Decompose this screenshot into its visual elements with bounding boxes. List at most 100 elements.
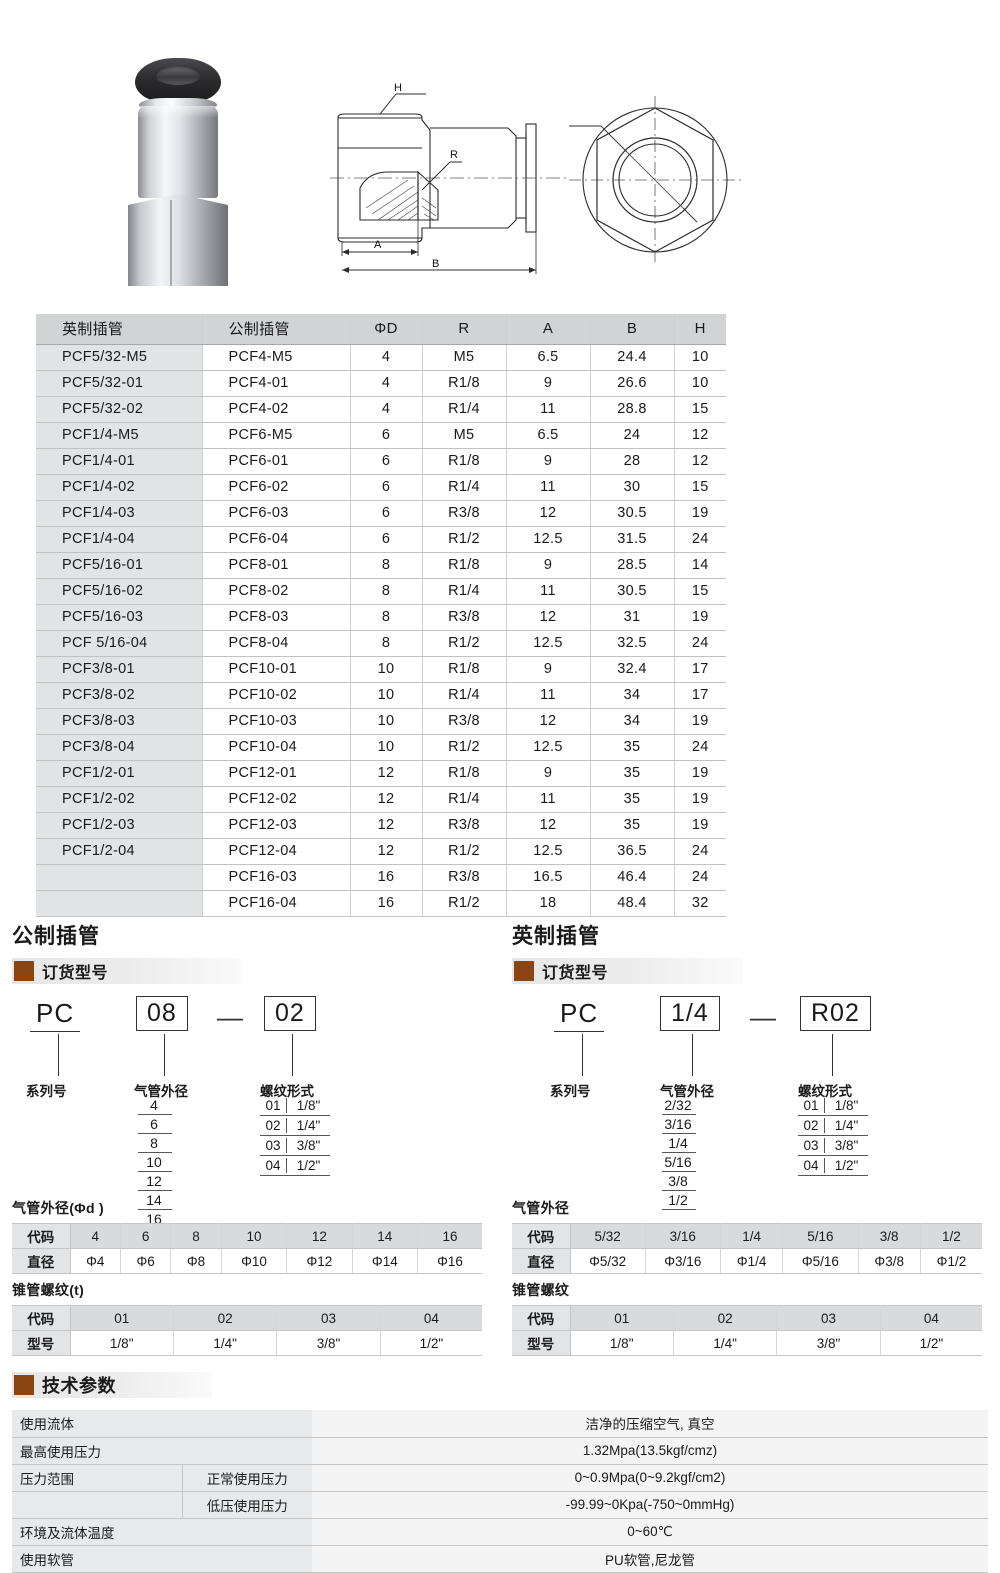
table-cell: PCF8-01: [202, 552, 351, 579]
table-cell: PCF6-01: [202, 448, 351, 475]
table-cell: PCF3/8-01: [36, 656, 203, 683]
table-row: PCF1/4-01 PCF6-01 6 R1/8 9 28 12: [36, 448, 726, 475]
metric-caption-series: 系列号: [26, 1084, 67, 1099]
code-value: 1/2: [662, 1191, 696, 1210]
photo-body: [138, 106, 218, 198]
table-cell: PCF6-02: [202, 474, 351, 501]
table-cell: 04: [380, 1305, 482, 1331]
photo-hex-nut: [128, 194, 228, 286]
table-row-label: 代码: [512, 1223, 571, 1249]
table-cell: PCF4-01: [202, 370, 351, 397]
table-row: PCF1/4-M5 PCF6-M5 6 M5 6.5 24 12: [36, 422, 726, 449]
table-cell: 01: [70, 1305, 174, 1331]
tech-params-title: 技术参数: [42, 1376, 116, 1396]
imperial-od-minitable: 代码 5/32 3/16 1/4 5/16 3/8 1/2 直径 Φ5/32 Φ3/16 Φ1/4 Φ…: [512, 1223, 982, 1274]
table-cell: 30: [590, 474, 675, 501]
imperial-leader-series: [582, 1034, 584, 1076]
table-cell: 6: [350, 526, 423, 553]
table-row: 环境及流体温度 0~60℃: [12, 1518, 988, 1546]
table-cell: 12: [674, 448, 726, 475]
code-pair-value: 1/4": [286, 1118, 330, 1133]
table-cell: R1/8: [422, 760, 507, 787]
table-cell: [36, 890, 203, 917]
code-value: 5/16: [662, 1153, 696, 1172]
table-cell: Φ3/8: [858, 1248, 921, 1274]
cross-section-drawing: H R A B: [330, 82, 570, 274]
product-illustration-area: H R A B: [0, 0, 1000, 300]
metric-thread-minitable-section: 锥管螺纹(t) 代码 01 02 03 04 型号 1/8" 1/4" 3/8" 1/2": [12, 1280, 482, 1356]
imperial-order-subheader: 订货型号: [512, 958, 742, 984]
imperial-caption-series: 系列号: [550, 1084, 591, 1099]
spec-header-row: 英制插管 公制插管 ΦD R A B H: [36, 314, 726, 345]
table-cell: PCF1/4-01: [36, 448, 203, 475]
table-cell: R1/4: [422, 682, 507, 709]
table-row-label: 型号: [12, 1330, 71, 1356]
metric-order-section: 公制插管 订货型号 PC 系列号 08 气管外径 4 6 8 10 12 14 16 — 0…: [12, 920, 482, 1229]
table-cell: 9: [506, 760, 591, 787]
code-value: 2/32: [662, 1096, 696, 1115]
metric-order-subtitle: 订货型号: [42, 965, 109, 982]
table-row: 型号 1/8" 1/4" 3/8" 1/2": [512, 1330, 982, 1356]
table-cell: PCF6-M5: [202, 422, 351, 449]
table-cell: R3/8: [422, 812, 507, 839]
table-cell: 9: [506, 656, 591, 683]
table-cell: 19: [674, 786, 726, 813]
table-cell: 10: [674, 344, 726, 371]
table-row: 直径 Φ5/32 Φ3/16 Φ1/4 Φ5/16 Φ3/8 Φ1/2: [512, 1248, 982, 1274]
table-row: PCF5/32-02 PCF4-02 4 R1/4 11 28.8 15: [36, 396, 726, 423]
metric-code-dash: —: [217, 1002, 243, 1032]
table-cell: 36.5: [590, 838, 675, 865]
table-row: PCF3/8-04 PCF10-04 10 R1/2 12.5 35 24: [36, 734, 726, 761]
metric-code-tube-od: 08: [136, 996, 188, 1031]
table-cell: 4: [350, 344, 423, 371]
metric-section-title: 公制插管: [12, 925, 100, 948]
code-pair-row: 03 3/8": [798, 1136, 868, 1156]
imperial-od-minitable-section: 气管外径 代码 5/32 3/16 1/4 5/16 3/8 1/2 直径 Φ5/32 Φ3/16…: [512, 1198, 982, 1274]
table-cell: 11: [506, 682, 591, 709]
imperial-code-dash: —: [750, 1002, 776, 1032]
table-cell: R1/2: [422, 734, 507, 761]
metric-thread-minitable: 代码 01 02 03 04 型号 1/8" 1/4" 3/8" 1/2": [12, 1305, 482, 1356]
table-cell: PCF10-02: [202, 682, 351, 709]
table-cell: 15: [674, 578, 726, 605]
table-cell: 6.5: [506, 344, 591, 371]
table-cell: 28: [590, 448, 675, 475]
table-row: PCF3/8-02 PCF10-02 10 R1/4 11 34 17: [36, 682, 726, 709]
code-pair-value: 3/8": [824, 1138, 868, 1153]
table-cell: R1/4: [422, 578, 507, 605]
table-cell: 3/8": [776, 1330, 881, 1356]
table-cell: 6: [350, 448, 423, 475]
tech-param-value: 0~60℃: [312, 1518, 988, 1546]
table-cell: 34: [590, 708, 675, 735]
table-cell: 30.5: [590, 578, 675, 605]
table-cell: [36, 864, 203, 891]
table-cell: Φ4: [70, 1248, 121, 1274]
table-cell: PCF5/16-01: [36, 552, 203, 579]
table-row: PCF1/2-02 PCF12-02 12 R1/4 11 35 19: [36, 786, 726, 813]
table-cell: PCF1/4-M5: [36, 422, 203, 449]
table-cell: PCF1/2-01: [36, 760, 203, 787]
table-cell: PCF3/8-03: [36, 708, 203, 735]
table-cell: 1/8": [570, 1330, 674, 1356]
table-cell: 9: [506, 370, 591, 397]
tech-params-section: 技术参数 使用流体 洁净的压缩空气, 真空 最高使用压力 1.32Mpa(13.5kg…: [12, 1372, 988, 1573]
table-cell: 8: [350, 604, 423, 631]
code-pair-value: 1/2": [824, 1158, 868, 1173]
table-cell: 24: [674, 838, 726, 865]
table-cell: 11: [506, 786, 591, 813]
table-cell: 04: [880, 1305, 982, 1331]
table-cell: 31: [590, 604, 675, 631]
table-cell: 01: [570, 1305, 674, 1331]
code-value: 10: [138, 1153, 172, 1172]
table-cell: Φ10: [221, 1248, 288, 1274]
code-value: 3/8: [662, 1172, 696, 1191]
imperial-code-thread: R02: [800, 996, 871, 1031]
table-cell: 8: [170, 1223, 222, 1249]
table-cell: 16: [417, 1223, 482, 1249]
table-cell: 9: [506, 552, 591, 579]
table-row: 最高使用压力 1.32Mpa(13.5kgf/cmz): [12, 1437, 988, 1465]
table-cell: PCF10-04: [202, 734, 351, 761]
table-cell: 35: [590, 760, 675, 787]
table-cell: 4: [70, 1223, 121, 1249]
table-row: 代码 01 02 03 04: [512, 1305, 982, 1331]
